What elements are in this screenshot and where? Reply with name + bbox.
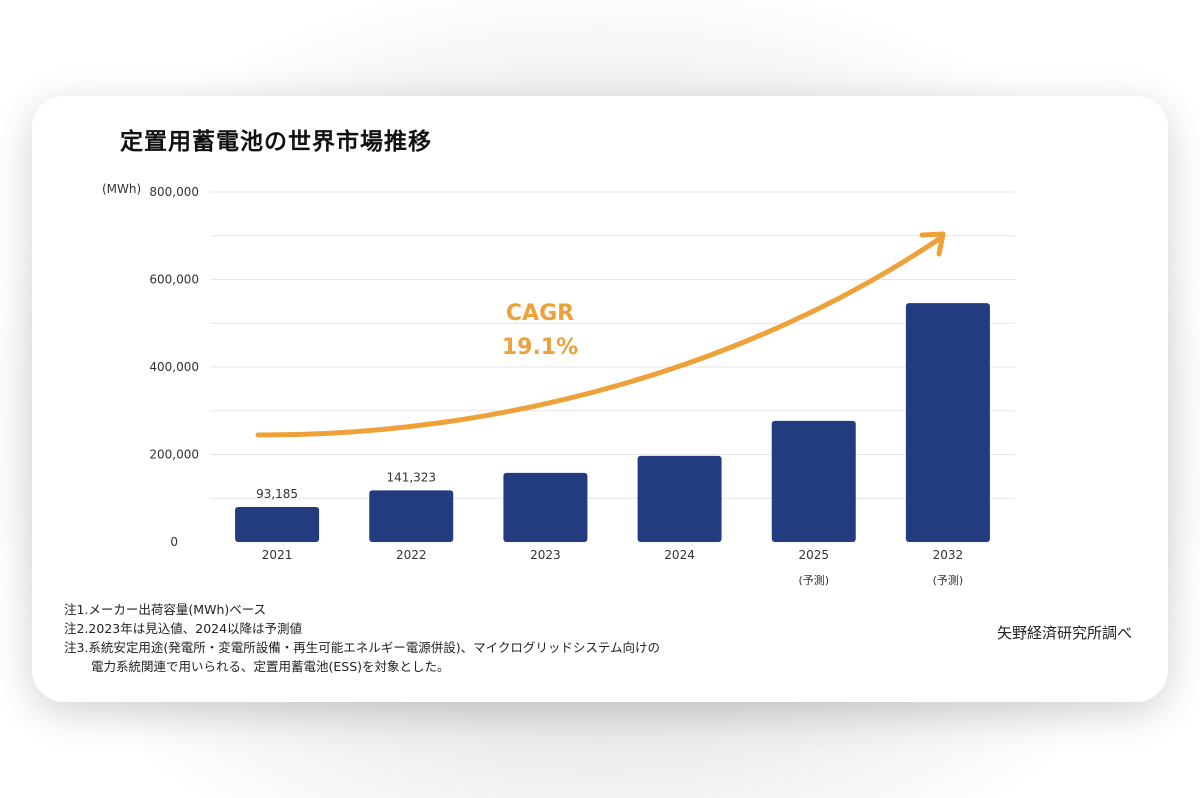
cagr-label: CAGR [506, 301, 574, 326]
bar [503, 472, 588, 542]
chart-card: 定置用蓄電池の世界市場推移 (MWh) 800,000 600,000 400,00… [32, 96, 1168, 702]
x-tick-label: 2025 [798, 548, 829, 562]
bar [235, 507, 320, 542]
bar [905, 303, 990, 542]
y-axis-ticks: 800,000 600,000 400,000 200,000 0 [149, 185, 199, 549]
bars [235, 303, 990, 542]
y-tick-label: 400,000 [149, 360, 199, 374]
y-tick-label: 600,000 [149, 273, 199, 287]
footnote-1: 注1.メーカー出荷容量(MWh)ベース [64, 602, 267, 617]
x-axis-ticks: 2021 2022 2023 2024 2025 (予測) 2032 (予測) [262, 548, 963, 587]
data-labels: 93,185 141,323 [256, 470, 436, 501]
y-axis-unit: (MWh) [102, 182, 142, 196]
x-tick-label: 2024 [664, 548, 695, 562]
chart-title: 定置用蓄電池の世界市場推移 [120, 129, 432, 155]
x-tick-label: 2032 [933, 548, 964, 562]
cagr-value: 19.1% [502, 335, 578, 360]
source-credit: 矢野経済研究所調べ [996, 624, 1132, 642]
x-tick-label: 2023 [530, 548, 561, 562]
data-label: 141,323 [386, 470, 436, 484]
growth-arrowhead [919, 231, 946, 257]
x-tick-note: (予測) [798, 573, 829, 587]
footnote-3-continued: 電力系統関連で用いられる、定置用蓄電池(ESS)を対象とした。 [91, 659, 450, 674]
bar [637, 455, 722, 542]
bar [771, 420, 856, 542]
footnotes: 注1.メーカー出荷容量(MWh)ベース 注2.2023年は見込値、2024以降は… [64, 600, 660, 676]
growth-arrow [255, 234, 945, 438]
footnote-3: 注3.系統安定用途(発電所・変電所設備・再生可能エネルギー電源併設)、マイクログ… [64, 640, 661, 655]
data-label: 93,185 [256, 487, 298, 501]
x-tick-note: (予測) [933, 573, 964, 587]
y-tick-label: 800,000 [149, 185, 199, 199]
footnote-2: 注2.2023年は見込値、2024以降は予測値 [64, 621, 303, 636]
x-tick-label: 2022 [396, 548, 427, 562]
y-tick-label: 0 [170, 535, 178, 549]
bar [369, 490, 454, 542]
grid-lines [210, 191, 1015, 499]
x-tick-label: 2021 [262, 548, 293, 562]
y-tick-label: 200,000 [149, 448, 199, 462]
